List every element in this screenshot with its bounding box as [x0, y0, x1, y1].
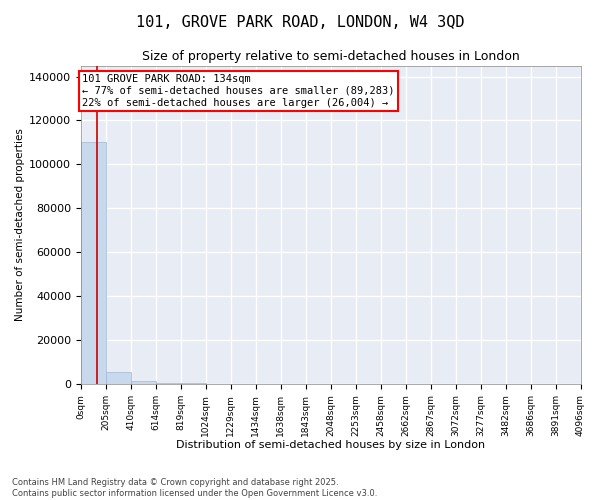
X-axis label: Distribution of semi-detached houses by size in London: Distribution of semi-detached houses by … — [176, 440, 485, 450]
Text: Contains HM Land Registry data © Crown copyright and database right 2025.
Contai: Contains HM Land Registry data © Crown c… — [12, 478, 377, 498]
Bar — [81, 142, 106, 384]
Text: 101 GROVE PARK ROAD: 134sqm
← 77% of semi-detached houses are smaller (89,283)
2: 101 GROVE PARK ROAD: 134sqm ← 77% of sem… — [82, 74, 394, 108]
Bar — [106, 372, 131, 384]
Text: 101, GROVE PARK ROAD, LONDON, W4 3QD: 101, GROVE PARK ROAD, LONDON, W4 3QD — [136, 15, 464, 30]
Y-axis label: Number of semi-detached properties: Number of semi-detached properties — [15, 128, 25, 321]
Bar — [156, 383, 181, 384]
Bar — [131, 382, 156, 384]
Title: Size of property relative to semi-detached houses in London: Size of property relative to semi-detach… — [142, 50, 520, 63]
